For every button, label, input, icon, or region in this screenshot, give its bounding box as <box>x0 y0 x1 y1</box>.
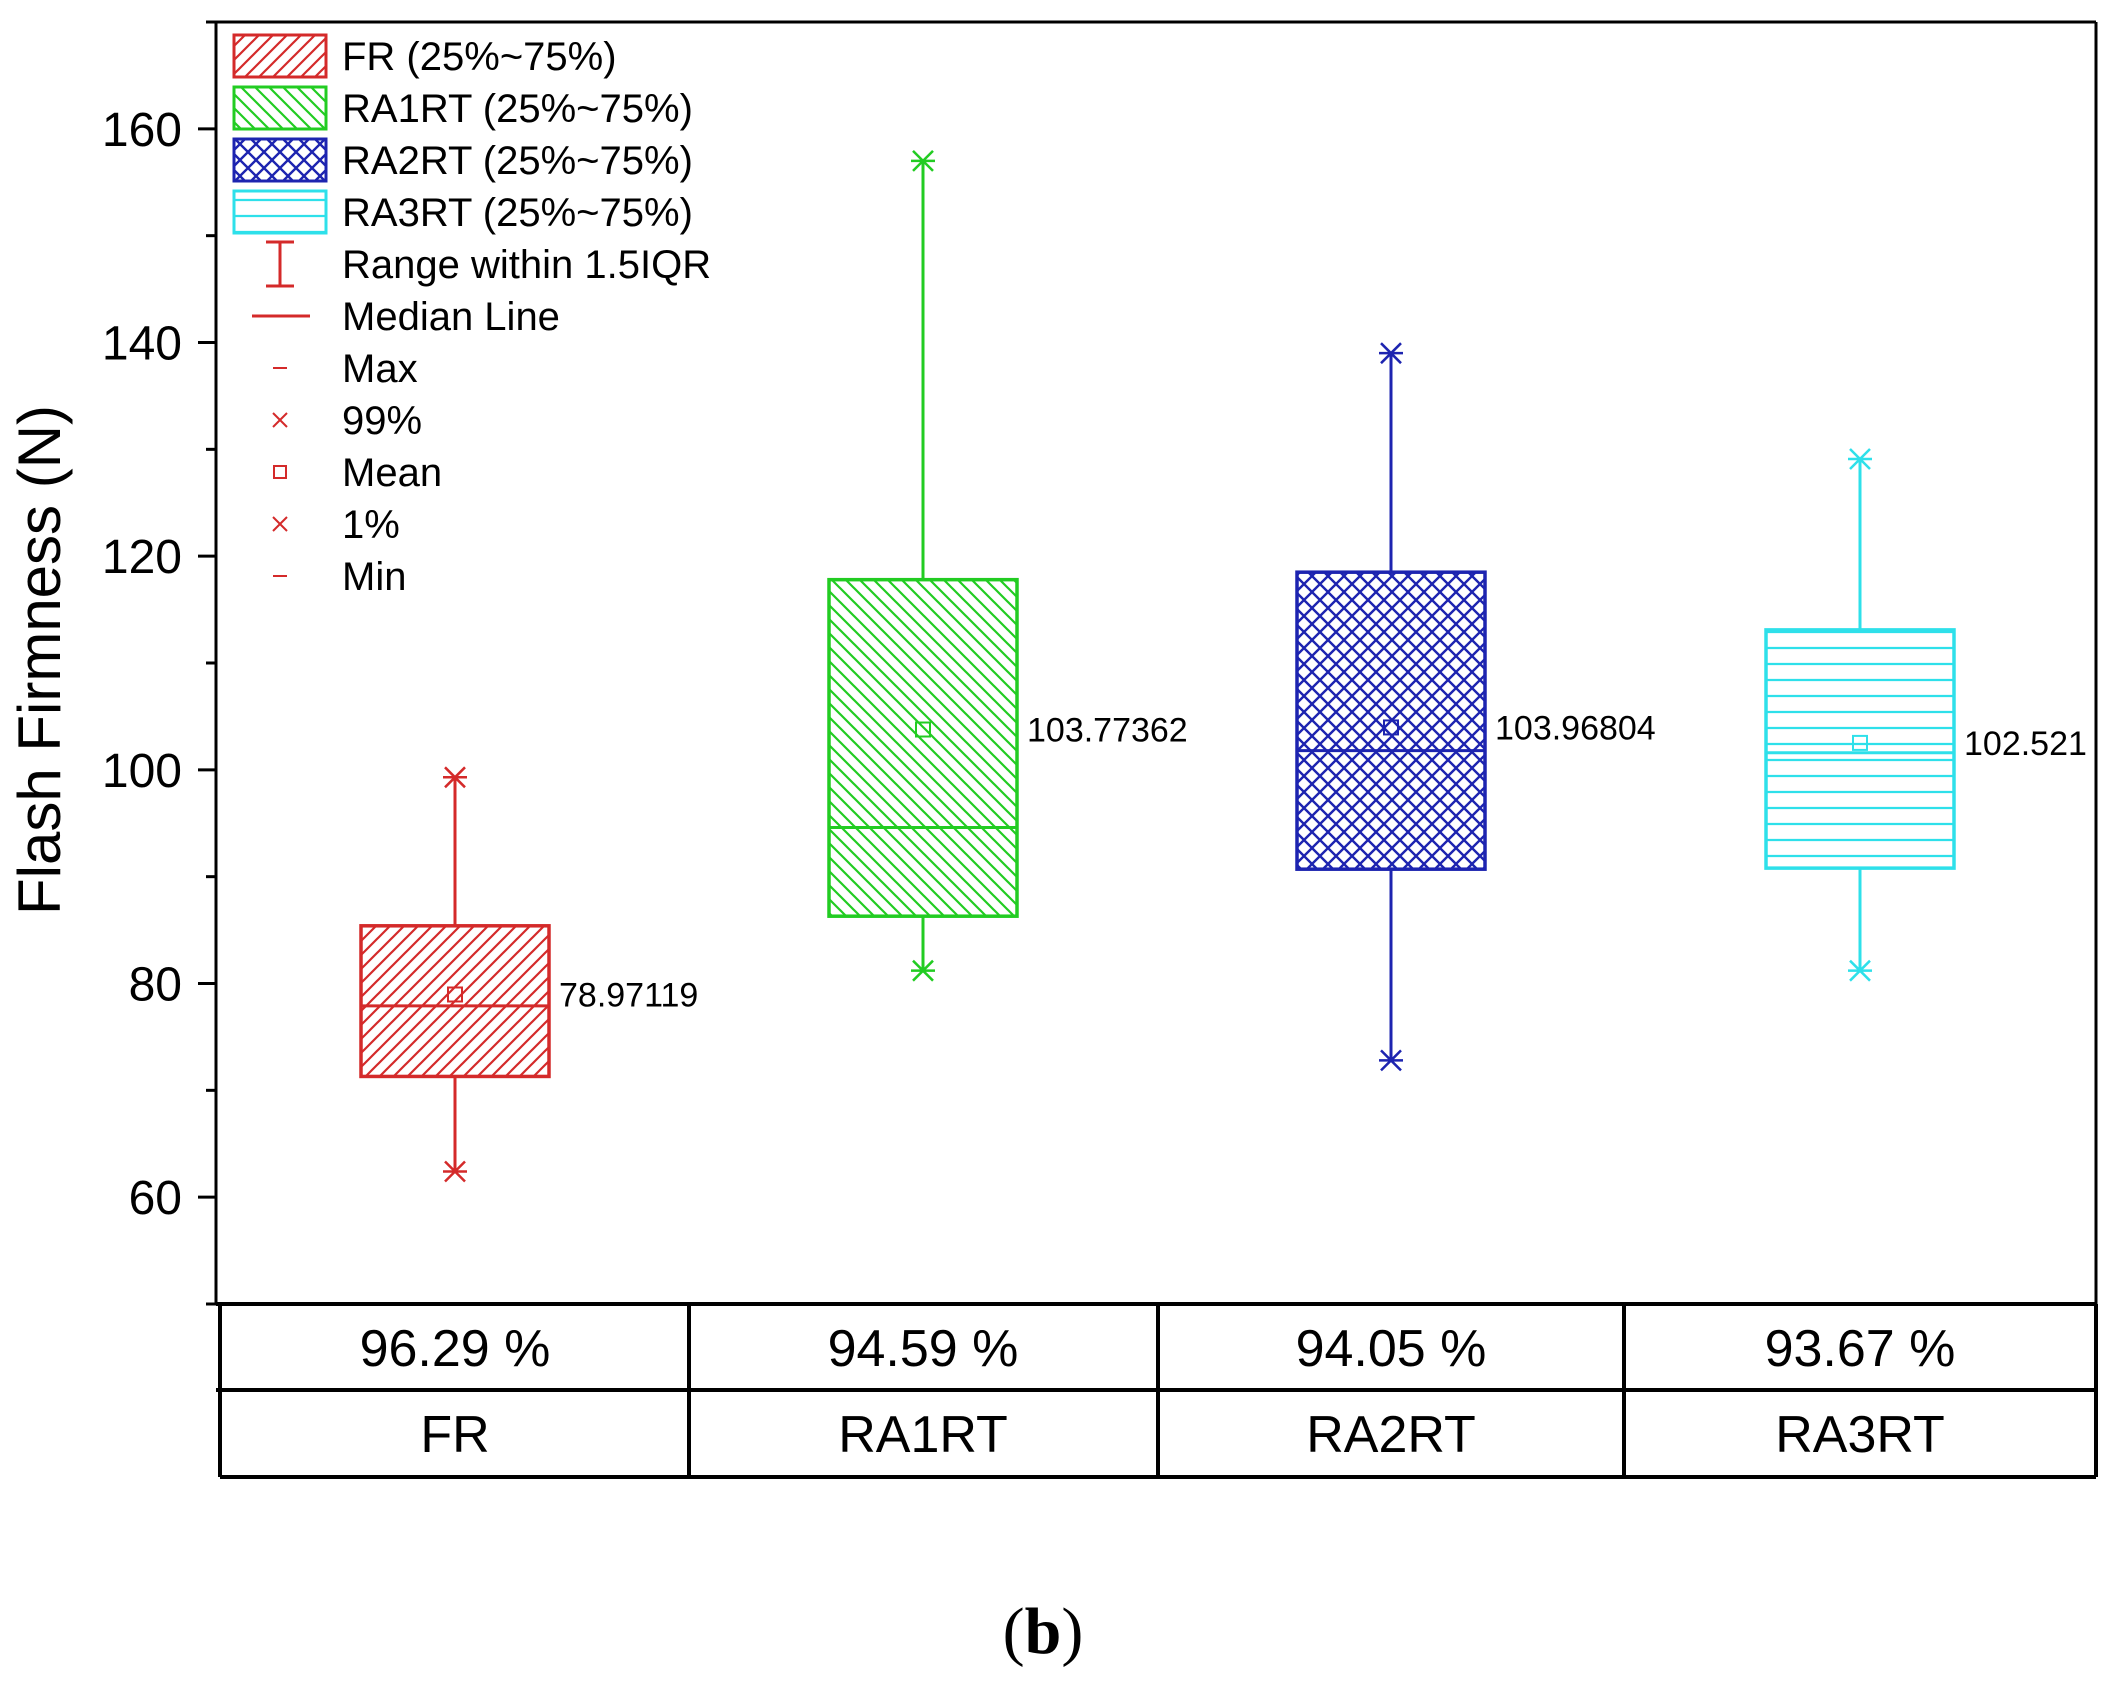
mean-value-label: 103.96804 <box>1495 709 1656 747</box>
min-marker <box>1848 959 1872 982</box>
legend-label: 1% <box>342 503 400 547</box>
table-percent-cell: 94.05 % <box>1296 1320 1487 1378</box>
legend-label: Mean <box>342 451 442 495</box>
max-marker <box>443 766 467 789</box>
table-percent-cell: 94.59 % <box>828 1320 1019 1378</box>
y-tick-label: 140 <box>102 318 182 371</box>
mean-value-label: 102.521 <box>1964 725 2087 763</box>
legend-label: RA1RT (25%~75%) <box>342 87 693 131</box>
y-axis-label: Flash Firmness (N) <box>6 405 73 915</box>
legend-item: 99% <box>272 399 422 443</box>
y-axis-ticks: 60 80 100 120 140 160 <box>102 20 216 1306</box>
box-series: 78.97119 103.77362 103.96804 102.521 <box>359 149 2087 1183</box>
mean-marker <box>915 721 931 738</box>
y-tick-label: 160 <box>102 104 182 157</box>
table-percent-cell: 96.29 % <box>360 1320 551 1378</box>
legend-swatch <box>232 189 328 235</box>
max-marker <box>1379 342 1403 365</box>
legend-x-icon <box>272 412 288 428</box>
mean-marker <box>1852 734 1868 751</box>
legend-label: Range within 1.5IQR <box>342 243 711 287</box>
legend-item: Median Line <box>252 295 560 339</box>
legend-item: FR (25%~75%) <box>232 33 617 79</box>
legend-item: 1% <box>272 503 400 547</box>
mean-value-label: 78.97119 <box>559 976 698 1014</box>
box-group-ra1rt: 103.77362 <box>827 149 1188 982</box>
max-marker <box>1848 448 1872 470</box>
table-name-cell: RA1RT <box>838 1406 1008 1464</box>
legend-swatch <box>232 33 328 79</box>
min-marker <box>911 959 935 982</box>
legend-label: RA3RT (25%~75%) <box>342 191 693 235</box>
iqr-box <box>827 577 1019 918</box>
table-name-cell: RA2RT <box>1306 1406 1476 1464</box>
legend: FR (25%~75%) RA1RT (25%~75%) RA2RT (25%~75… <box>232 33 711 599</box>
category-table: 96.29 % 94.59 % 94.05 % 93.67 % FR RA1RT… <box>216 1302 2098 1479</box>
legend-item: Range within 1.5IQR <box>266 240 711 288</box>
min-marker <box>1379 1049 1403 1072</box>
legend-label: 99% <box>342 399 422 443</box>
y-tick-label: 60 <box>129 1172 182 1225</box>
legend-label: Min <box>342 555 406 599</box>
legend-item: Min <box>273 555 406 599</box>
table-name-cell: FR <box>420 1406 489 1464</box>
legend-item: Max <box>273 347 418 391</box>
legend-x-icon <box>272 516 288 532</box>
box-group-ra3rt: 102.521 <box>1764 448 2087 982</box>
table-name-cell: RA3RT <box>1775 1406 1945 1464</box>
y-tick-label: 80 <box>129 959 182 1012</box>
mean-value-label: 103.77362 <box>1027 712 1188 750</box>
legend-label: Max <box>342 347 418 391</box>
legend-item: RA3RT (25%~75%) <box>232 189 693 235</box>
legend-whisker-icon <box>266 240 294 288</box>
legend-label: RA2RT (25%~75%) <box>342 139 693 183</box>
mean-marker <box>1383 719 1399 736</box>
legend-item: Mean <box>273 451 442 495</box>
legend-label: Median Line <box>342 295 560 339</box>
legend-swatch <box>232 85 328 131</box>
figure-caption: (b) <box>1003 1595 1084 1668</box>
max-marker <box>911 149 935 172</box>
mean-marker <box>447 986 463 1003</box>
legend-item: RA2RT (25%~75%) <box>232 137 693 183</box>
legend-item: RA1RT (25%~75%) <box>232 85 693 131</box>
box-group-fr: 78.97119 <box>359 766 698 1183</box>
legend-swatch <box>232 137 328 183</box>
table-percent-cell: 93.67 % <box>1765 1320 1956 1378</box>
y-tick-label: 120 <box>102 531 182 584</box>
legend-square-icon <box>273 465 287 479</box>
min-marker <box>443 1160 467 1183</box>
box-group-ra2rt: 103.96804 <box>1295 342 1656 1072</box>
legend-label: FR (25%~75%) <box>342 35 617 79</box>
y-tick-label: 100 <box>102 745 182 798</box>
